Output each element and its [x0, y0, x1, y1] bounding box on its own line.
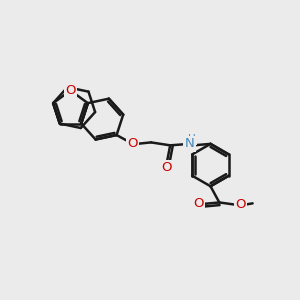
- Text: H: H: [188, 134, 196, 144]
- Text: O: O: [235, 198, 246, 211]
- Text: O: O: [128, 137, 138, 150]
- Text: O: O: [194, 197, 204, 210]
- Text: O: O: [65, 84, 76, 97]
- Text: N: N: [184, 137, 194, 150]
- Text: O: O: [161, 161, 172, 174]
